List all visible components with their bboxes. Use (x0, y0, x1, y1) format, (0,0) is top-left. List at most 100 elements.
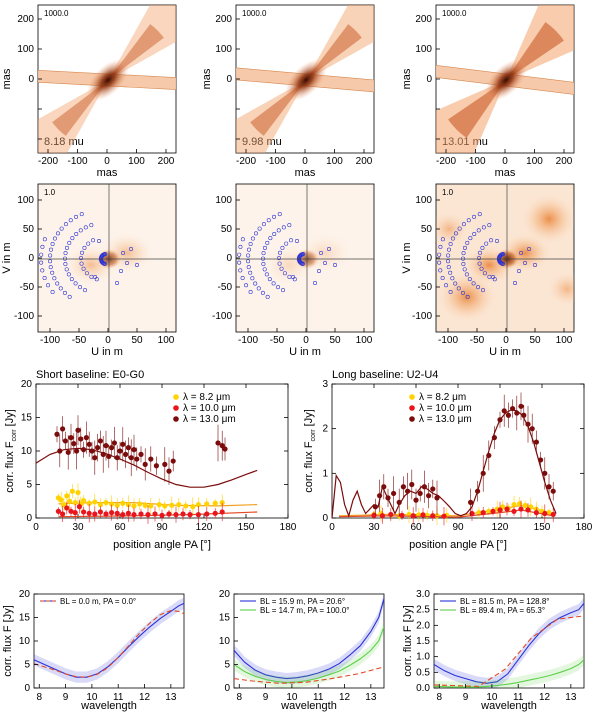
spec3-line-2 (434, 659, 584, 688)
uv-panel-3-uv-point (479, 266, 484, 271)
uv-panel-1-uv-point (89, 223, 94, 228)
short-point-s3 (95, 445, 101, 451)
uv-panel-3-uv-point (487, 223, 492, 228)
short-point-s2 (97, 509, 103, 515)
short-point-s1 (156, 502, 162, 508)
uv-panel-3-uv-point (476, 285, 481, 290)
spec2-ytick-label: 20 (219, 589, 231, 600)
short-point-s1 (183, 503, 189, 509)
short-point-s1 (195, 502, 201, 508)
image-panel-2-xtick-label: -100 (265, 156, 285, 167)
short-point-s2 (86, 510, 92, 516)
uv-panel-2-uv-point (265, 294, 270, 299)
spec3-ytick-label: 2.5 (416, 605, 430, 616)
uv-panel-2-ytick-label: 100 (215, 195, 232, 206)
spec1-line-2 (34, 609, 184, 678)
short-point-s3 (92, 455, 98, 461)
spec1-legend-label-1: BL = 0.0 m, PA = 0.0° (60, 597, 136, 606)
long-point-s2 (469, 510, 475, 517)
row2-xlabel-1: U in m (91, 346, 123, 358)
uv-panel-2-uv-point (261, 256, 266, 261)
short-point-s1 (142, 502, 148, 508)
spec1-plot-area (34, 597, 184, 683)
uv-panel-1-uv-point (48, 265, 53, 270)
uv-panel-1-uv-point (79, 212, 84, 217)
uv-panel-3-uv-point (464, 272, 469, 277)
uv-panel-3-uv-point (477, 261, 482, 266)
uv-panel-1-uv-point (39, 252, 44, 257)
short-baseline-title: Short baseline: E0-G0 (36, 369, 144, 381)
spec3-xtick-label: 12 (539, 692, 551, 703)
uv-panel-1-uv-point (48, 247, 53, 252)
short-baseline-panel: Short baseline: E0-G0 position angle PA … (4, 369, 289, 551)
spec2-xtick-label: 11 (313, 692, 324, 703)
uv-panel-3-blob (547, 271, 574, 307)
long-xtick-label: 180 (576, 522, 593, 533)
spec3-ytick-label: 3.0 (416, 589, 430, 600)
uv-panel-2-uv-point (240, 276, 245, 281)
uv-panel-2-uv-point (250, 236, 255, 241)
uv-panel-2-uv-point (271, 281, 276, 286)
uv-panel-1-uv-point (69, 277, 74, 282)
long-xtick-label: 60 (410, 522, 422, 533)
uv-panel-3-xtick-label: -100 (438, 335, 458, 346)
image-panel-3-xtick-label: -200 (436, 156, 456, 167)
uv-panel-1-uv-point (55, 231, 60, 236)
long-point-s3 (538, 457, 544, 463)
short-point-s3 (54, 431, 60, 437)
image-panel-1-xtick-label: 100 (128, 156, 145, 167)
uv-panel-1-uv-point (91, 238, 96, 243)
uv-panel-3-uv-point (456, 286, 461, 291)
spectrum-panel-3-xlabel: wavelength (480, 700, 537, 712)
short-point-s1 (162, 503, 168, 509)
spec1-xtick-label: 12 (139, 692, 151, 703)
uv-panel-1-uv-point (40, 268, 45, 273)
short-point-s2 (109, 510, 115, 516)
uv-panel-1-uv-point (64, 267, 69, 272)
short-point-s2 (173, 512, 179, 518)
uv-panel-1-uv-point (81, 266, 86, 271)
uv-panel-3-uv-point (446, 247, 451, 252)
spec3-ytick-label: 2.0 (416, 620, 430, 631)
long-point-s2 (388, 511, 394, 518)
short-baseline-ylabel: corr. flux Fcorr [Jy] (4, 409, 18, 493)
uv-panel-1-uv-point (82, 245, 87, 250)
short-point-s1 (125, 502, 131, 508)
spec2-legend-label-1: BL = 15.9 m, PA = 20.6° (260, 597, 345, 606)
short-legend-label-2: λ = 10.0 μm (183, 403, 236, 414)
uv-panel-2-uv-point (261, 262, 266, 267)
uv-panel-2-uv-point (280, 288, 285, 293)
short-point-s1 (75, 489, 81, 496)
uv-panel-1-uv-point (63, 262, 68, 267)
long-point-s2 (518, 506, 524, 512)
short-point-s1 (64, 493, 70, 499)
short-point-s2 (187, 512, 193, 518)
short-point-s3 (166, 468, 172, 474)
uv-panel-3-uv-point (468, 236, 473, 241)
long-point-s3 (430, 486, 436, 492)
uv-panel-1-uv-point (42, 276, 47, 281)
uv-panel-1-uv-point (78, 228, 83, 233)
uv-panel-3-uv-point (438, 244, 443, 249)
row1-xlabel-1: mas (97, 167, 118, 179)
uv-panel-2-uv-point (250, 276, 255, 281)
uv-panel-1-uv-point (125, 260, 130, 265)
uv-panel-1-uv-point (74, 231, 79, 236)
short-point-s2 (138, 511, 144, 517)
short-point-s1 (148, 503, 154, 509)
uv-panel-2-ytick-label: -50 (218, 282, 233, 293)
short-point-s3 (142, 461, 148, 467)
short-point-s3 (83, 435, 89, 441)
short-point-s3 (162, 461, 168, 467)
uv-panel-3-uv-point (466, 218, 471, 223)
uv-panel-3-uv-point (437, 260, 442, 265)
long-baseline-ylabel-sub: corr (310, 429, 317, 442)
uv-panel-3-uv-point (465, 240, 470, 245)
long-point-s3 (525, 421, 531, 427)
long-point-s2 (480, 510, 486, 516)
spec2-xtick-label: 9 (263, 692, 269, 703)
short-point-s3 (114, 455, 120, 461)
short-point-s3 (111, 440, 117, 446)
spec2-ytick-label: 5 (224, 660, 230, 671)
short-point-s1 (97, 502, 103, 508)
